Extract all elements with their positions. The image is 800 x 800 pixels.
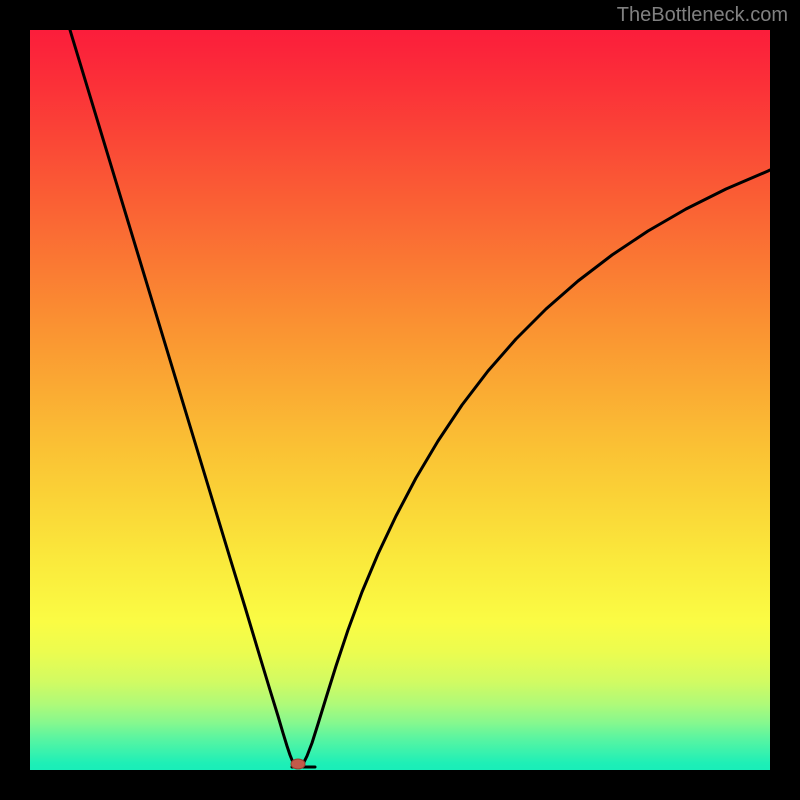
min-marker — [291, 759, 305, 769]
curve-layer — [30, 30, 770, 770]
plot-area — [30, 30, 770, 770]
watermark-text: TheBottleneck.com — [617, 4, 788, 27]
chart-container: TheBottleneck.com — [0, 0, 800, 800]
bottleneck-curve — [70, 30, 770, 768]
